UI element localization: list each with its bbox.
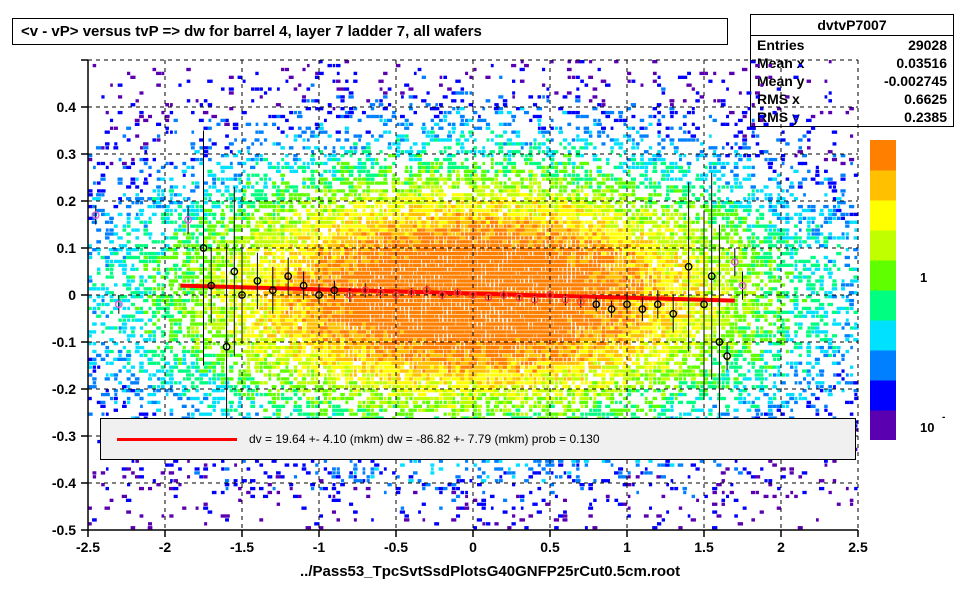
fit-legend-text: dv = 19.64 +- 4.10 (mkm) dw = -86.82 +- … bbox=[249, 432, 600, 446]
colorbar-tick-exp: - bbox=[942, 412, 945, 423]
scatter-plot: -2.5-2-1.5-1-0.500.511.522.5-0.5-0.4-0.3… bbox=[0, 0, 963, 590]
footer-filepath: ../Pass53_TpcSvtSsdPlotsG40GNFP25rCut0.5… bbox=[300, 563, 680, 580]
colorbar-tick: 10 bbox=[920, 420, 934, 435]
legend-line-icon bbox=[117, 438, 237, 441]
colorbar bbox=[870, 140, 896, 440]
colorbar-tick: 1 bbox=[920, 270, 927, 285]
fit-legend: dv = 19.64 +- 4.10 (mkm) dw = -86.82 +- … bbox=[100, 418, 856, 460]
